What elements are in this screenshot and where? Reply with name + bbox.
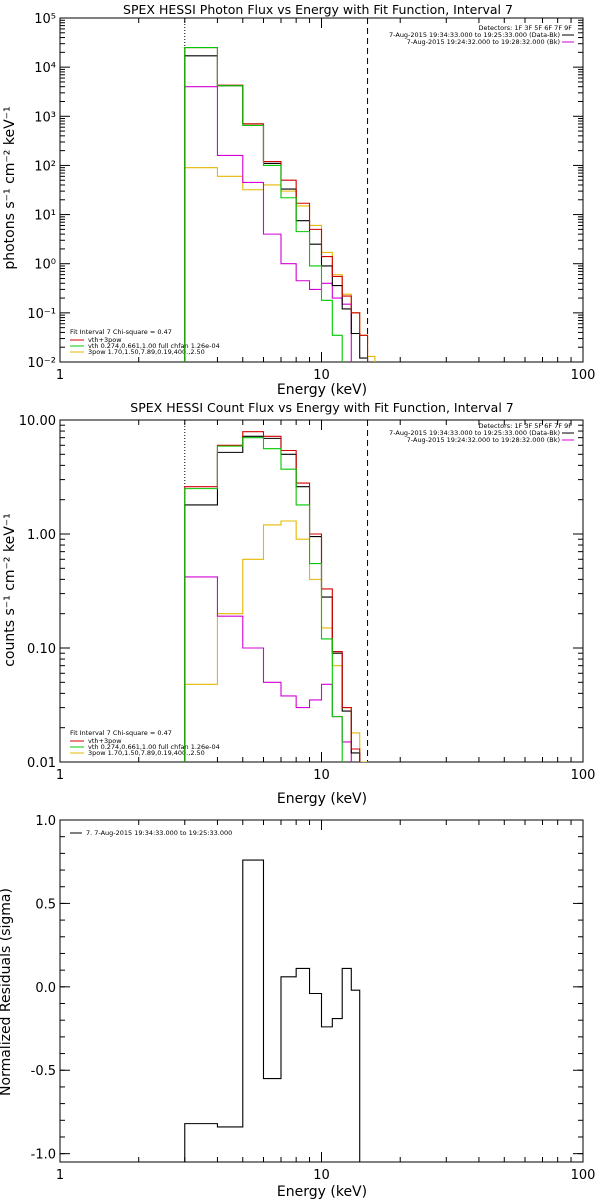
- plot-content: 1 10 100 10⁻² 10⁻¹ 10⁰ 10¹ 10² 10³ 10⁴ 10⁵ 1 10 100 0.…: [19, 12, 596, 1183]
- count-ylabel: counts s⁻¹ cm⁻² keV⁻¹: [2, 513, 18, 667]
- count-xlabel: Energy (keV): [277, 791, 367, 807]
- resid-ylabel: Normalized Residuals (sigma): [0, 888, 14, 1096]
- resid-x-tick-label: 10: [313, 1168, 330, 1183]
- count-legend-vth: vth 0.274,0.661,1.00 full chfan 1.26e-04: [88, 743, 220, 751]
- count-series-3pow: [184, 520, 369, 762]
- photon-x-tick-label: 100: [571, 368, 596, 383]
- resid-x-tick-label: 100: [571, 1168, 596, 1183]
- photon-y-tick-label: 10⁵: [34, 12, 56, 27]
- count-legend-bk: 7-Aug-2015 19:24:32.000 to 19:28:32.000 …: [407, 436, 560, 444]
- photon-flux-panel: SPEX HESSI Photon Flux vs Energy with Fi…: [2, 2, 574, 398]
- count-legend-right: Detectors: 1F 3F 5F 6F 7F 9F 7-Aug-2015 …: [389, 422, 574, 444]
- photon-legend-right: Detectors: 1F 3F 5F 6F 7F 9F 7-Aug-2015 …: [389, 24, 574, 46]
- resid-y-tick-label: 0.0: [35, 981, 56, 996]
- photon-plot-area: 1 10 100 10⁻² 10⁻¹ 10⁰ 10¹ 10² 10³ 10⁴ 10⁵: [27, 12, 596, 383]
- count-flux-panel: SPEX HESSI Count Flux vs Energy with Fit…: [2, 400, 574, 807]
- photon-legend-data: 7-Aug-2015 19:34:33.000 to 19:25:33.000 …: [389, 31, 560, 39]
- photon-legend-vth: vth 0.274,0.661,1.00 full chfan 1.26e-04: [88, 342, 220, 350]
- resid-legend: 7. 7-Aug-2015 19:34:33.000 to 19:25:33.0…: [70, 829, 232, 837]
- photon-x-tick-label: 10: [313, 368, 330, 383]
- photon-xlabel: Energy (keV): [277, 382, 367, 398]
- photon-legend-left: Fit Interval 7 Chi-square = 0.47 vth+3po…: [70, 328, 220, 356]
- count-legend-total: vth+3pow: [88, 737, 122, 745]
- count-x-tick-label: 10: [313, 768, 330, 783]
- count-series-vth-3pow: [184, 431, 361, 762]
- resid-x-tick-label: 1: [56, 1168, 64, 1183]
- photon-series-vth: [184, 47, 343, 362]
- photon-y-tick-label: 10⁴: [34, 61, 56, 76]
- count-legend-title: Fit Interval 7 Chi-square = 0.47: [70, 729, 172, 737]
- count-series-group: [184, 431, 369, 762]
- photon-legend-bk: 7-Aug-2015 19:24:32.000 to 19:28:32.000 …: [407, 38, 560, 46]
- photon-series-3pow: [184, 167, 376, 362]
- count-series-bk: [184, 576, 352, 762]
- photon-series-bk: [184, 86, 352, 362]
- resid-plot-area: 1 10 100 -1.0 -0.5 0.0 0.5 1.0: [31, 814, 596, 1183]
- count-series-vth: [184, 437, 343, 762]
- resid-series-group: [184, 859, 361, 1162]
- photon-y-tick-label: 10⁻²: [27, 356, 56, 371]
- count-legend-left: Fit Interval 7 Chi-square = 0.47 vth+3po…: [70, 729, 220, 757]
- photon-legend-total: vth+3pow: [88, 336, 122, 344]
- resid-y-tick-label: 1.0: [35, 814, 56, 829]
- count-legend-detectors: Detectors: 1F 3F 5F 6F 7F 9F: [478, 422, 572, 430]
- resid-series-residual: [184, 859, 361, 1162]
- photon-y-tick-label: 10⁻¹: [27, 307, 56, 322]
- count-x-tick-label: 1: [56, 768, 64, 783]
- count-y-tick-label: 1.00: [27, 528, 56, 543]
- residuals-panel: Normalized Residuals (sigma) Energy (keV…: [0, 829, 367, 1200]
- photon-y-tick-label: 10¹: [34, 209, 56, 224]
- photon-frame: [59, 17, 584, 363]
- photon-series-data-bk: [184, 55, 369, 362]
- count-legend-pow: 3pow 1.70,1.50,7.89,0.19,400.,2.50: [88, 749, 205, 757]
- resid-xlabel: Energy (keV): [277, 1184, 367, 1200]
- resid-y-tick-label: 0.5: [35, 897, 56, 912]
- photon-legend-pow: 3pow 1.70,1.50,7.89,0.19,400.,2.50: [88, 348, 205, 356]
- photon-legend-detectors: Detectors: 1F 3F 5F 6F 7F 9F: [478, 24, 572, 32]
- count-y-tick-label: 10.00: [19, 414, 56, 429]
- photon-series-vth-3pow: [184, 47, 369, 362]
- photon-y-tick-label: 10³: [34, 110, 56, 125]
- photon-y-tick-label: 10⁰: [34, 258, 56, 273]
- resid-y-tick-label: -1.0: [31, 1148, 56, 1163]
- photon-x-tick-label: 1: [56, 368, 64, 383]
- resid-frame: [59, 819, 584, 1163]
- photon-y-tick-label: 10²: [34, 159, 56, 174]
- count-x-tick-label: 100: [571, 768, 596, 783]
- count-y-tick-label: 0.01: [27, 756, 56, 771]
- photon-ylabel: photons s⁻¹ cm⁻² keV⁻¹: [2, 106, 18, 269]
- resid-y-tick-label: -0.5: [31, 1064, 56, 1079]
- count-title: SPEX HESSI Count Flux vs Energy with Fit…: [130, 400, 513, 415]
- photon-title: SPEX HESSI Photon Flux vs Energy with Fi…: [123, 2, 513, 17]
- resid-legend-label: 7. 7-Aug-2015 19:34:33.000 to 19:25:33.0…: [86, 829, 232, 837]
- count-plot-area: 1 10 100 0.01 0.10 1.00 10.00: [19, 414, 596, 783]
- count-legend-data: 7-Aug-2015 19:34:33.000 to 19:25:33.000 …: [389, 429, 560, 437]
- count-y-tick-label: 0.10: [27, 642, 56, 657]
- photon-series-group: [184, 47, 376, 362]
- photon-legend-title: Fit Interval 7 Chi-square = 0.47: [70, 328, 172, 336]
